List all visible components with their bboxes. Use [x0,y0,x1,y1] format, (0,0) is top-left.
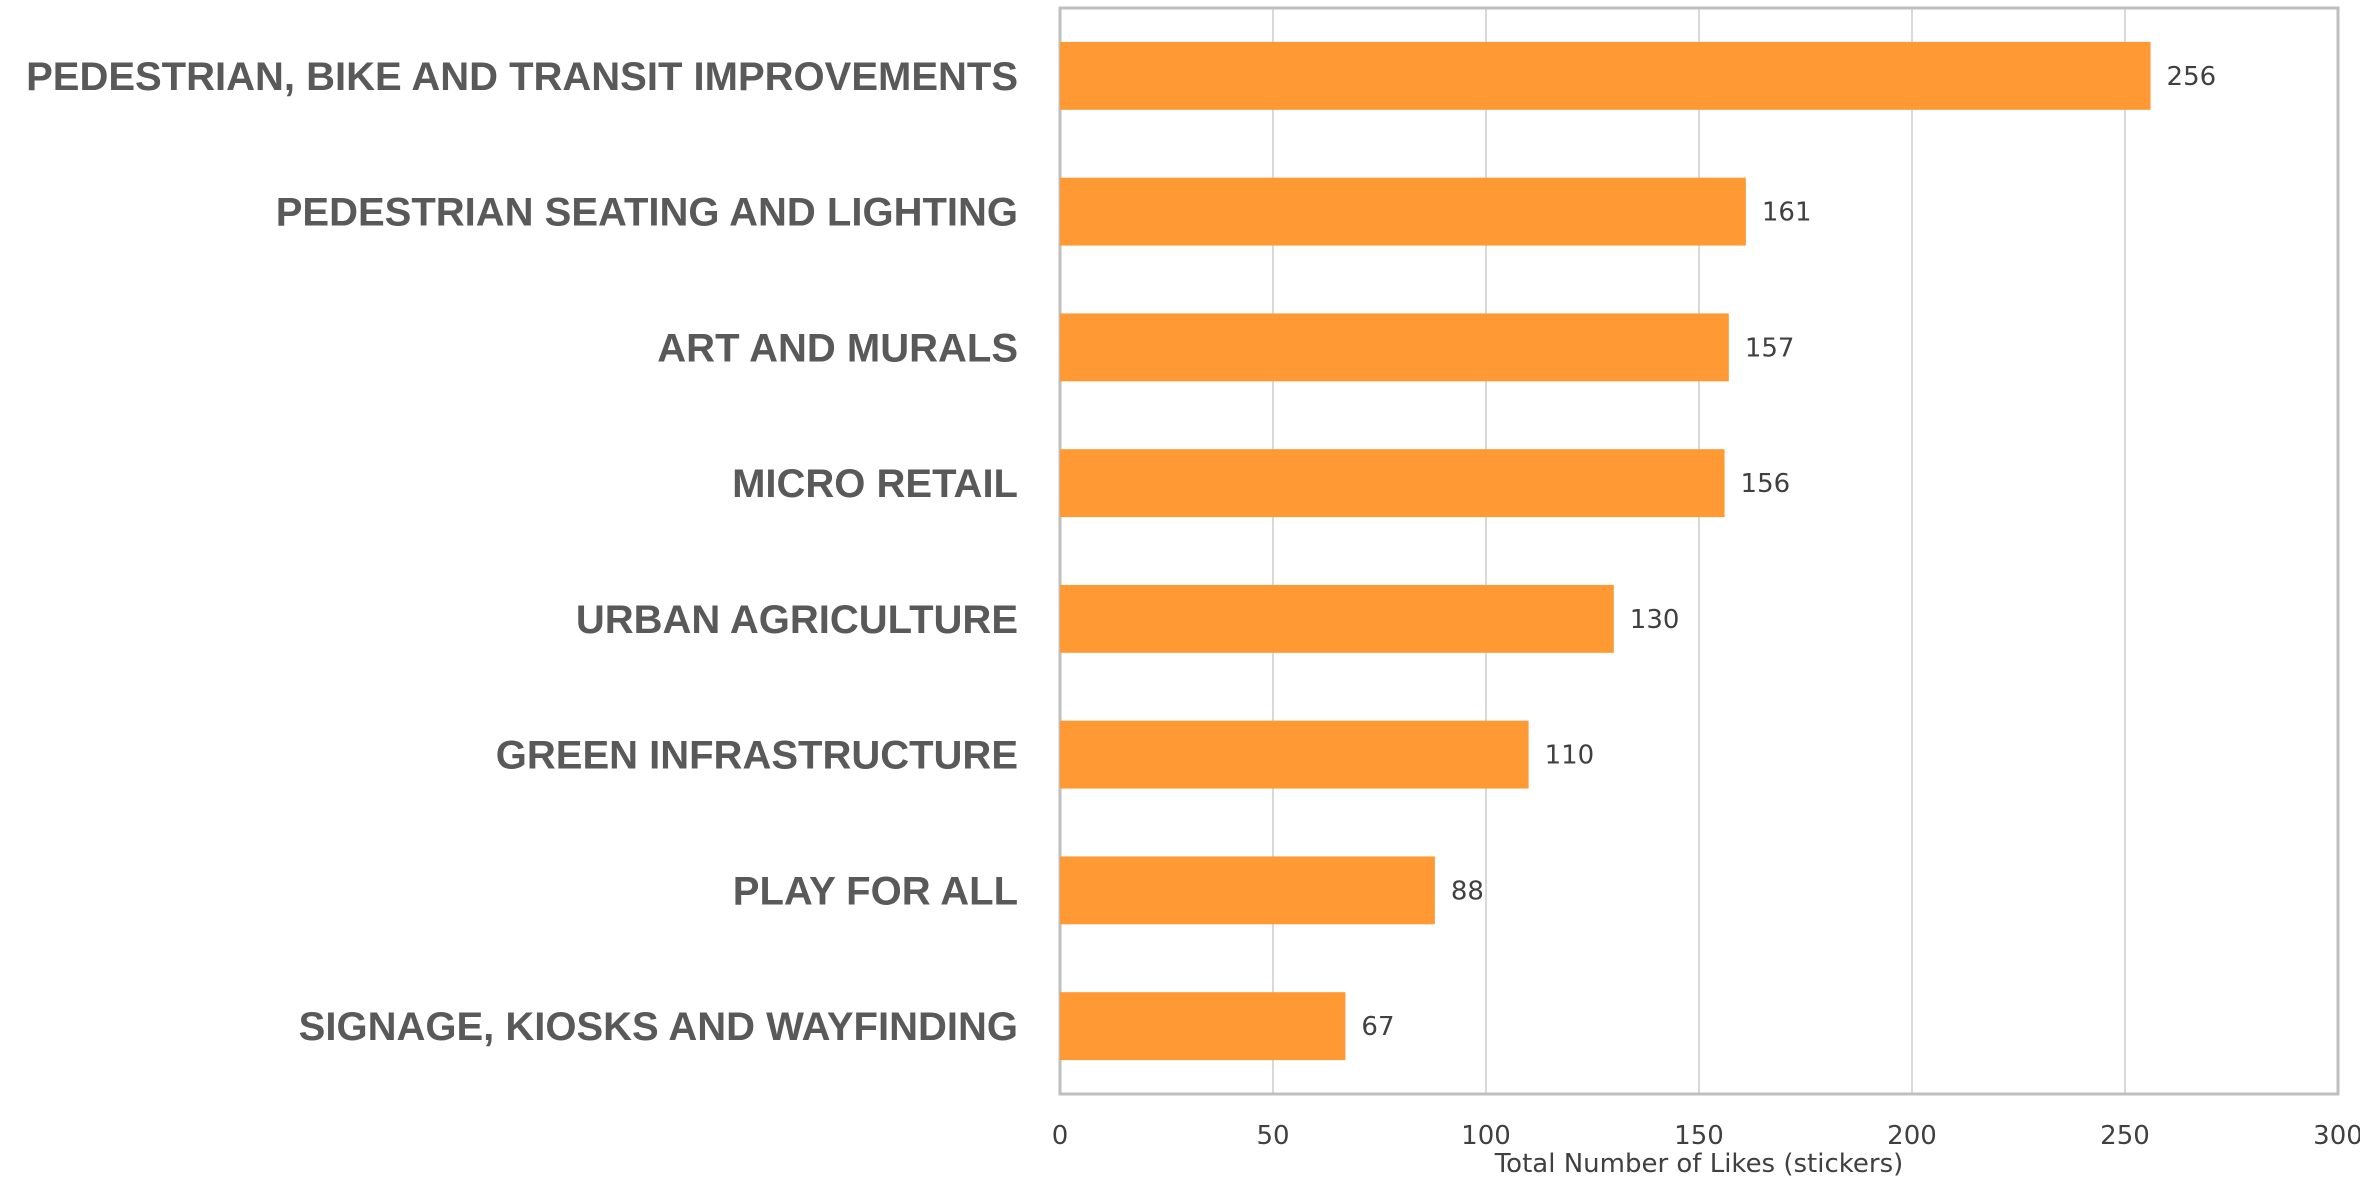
bar [1060,720,1529,789]
x-tick-labels: 0 50 100 150 200 250 300 [1052,1121,2360,1151]
data-label: 256 [2167,62,2217,92]
data-label: 88 [1451,876,1484,906]
data-labels: 256 161 157 156 130 110 88 67 [1361,62,2216,1042]
grid-lines [1272,8,2126,1094]
bar [1060,449,1725,518]
bars-group [1060,41,2151,1061]
data-label: 67 [1361,1012,1394,1042]
bar [1060,992,1346,1061]
data-label: 157 [1745,333,1795,363]
x-axis-title: Total Number of Likes (stickers) [1494,1149,1904,1179]
bar [1060,313,1729,382]
category-label: PEDESTRIAN, BIKE AND TRANSIT IMPROVEMENT… [26,55,1018,99]
x-tick-label: 50 [1256,1121,1289,1151]
x-tick-label: 300 [2313,1121,2360,1151]
category-label: MICRO RETAIL [732,462,1018,506]
category-label: URBAN AGRICULTURE [576,598,1018,642]
category-label: ART AND MURALS [657,326,1018,370]
category-label: PEDESTRIAN SEATING AND LIGHTING [276,191,1018,235]
data-label: 130 [1630,605,1680,635]
x-tick-label: 150 [1674,1121,1724,1151]
category-label: PLAY FOR ALL [733,869,1018,913]
data-label: 156 [1741,469,1791,499]
bar [1060,41,2151,110]
category-label: GREEN INFRASTRUCTURE [496,734,1018,778]
x-tick-label: 200 [1887,1121,1937,1151]
category-label: SIGNAGE, KIOSKS AND WAYFINDING [299,1005,1018,1049]
bar [1060,856,1435,925]
bar [1060,177,1746,246]
x-tick-label: 250 [2100,1121,2150,1151]
category-labels: PEDESTRIAN, BIKE AND TRANSIT IMPROVEMENT… [26,55,1018,1049]
x-tick-label: 0 [1052,1121,1069,1151]
bar [1060,584,1614,653]
data-label: 110 [1545,741,1595,771]
plot-area-frame [1058,6,2340,1096]
data-label: 161 [1762,198,1812,228]
x-tick-label: 100 [1461,1121,1511,1151]
